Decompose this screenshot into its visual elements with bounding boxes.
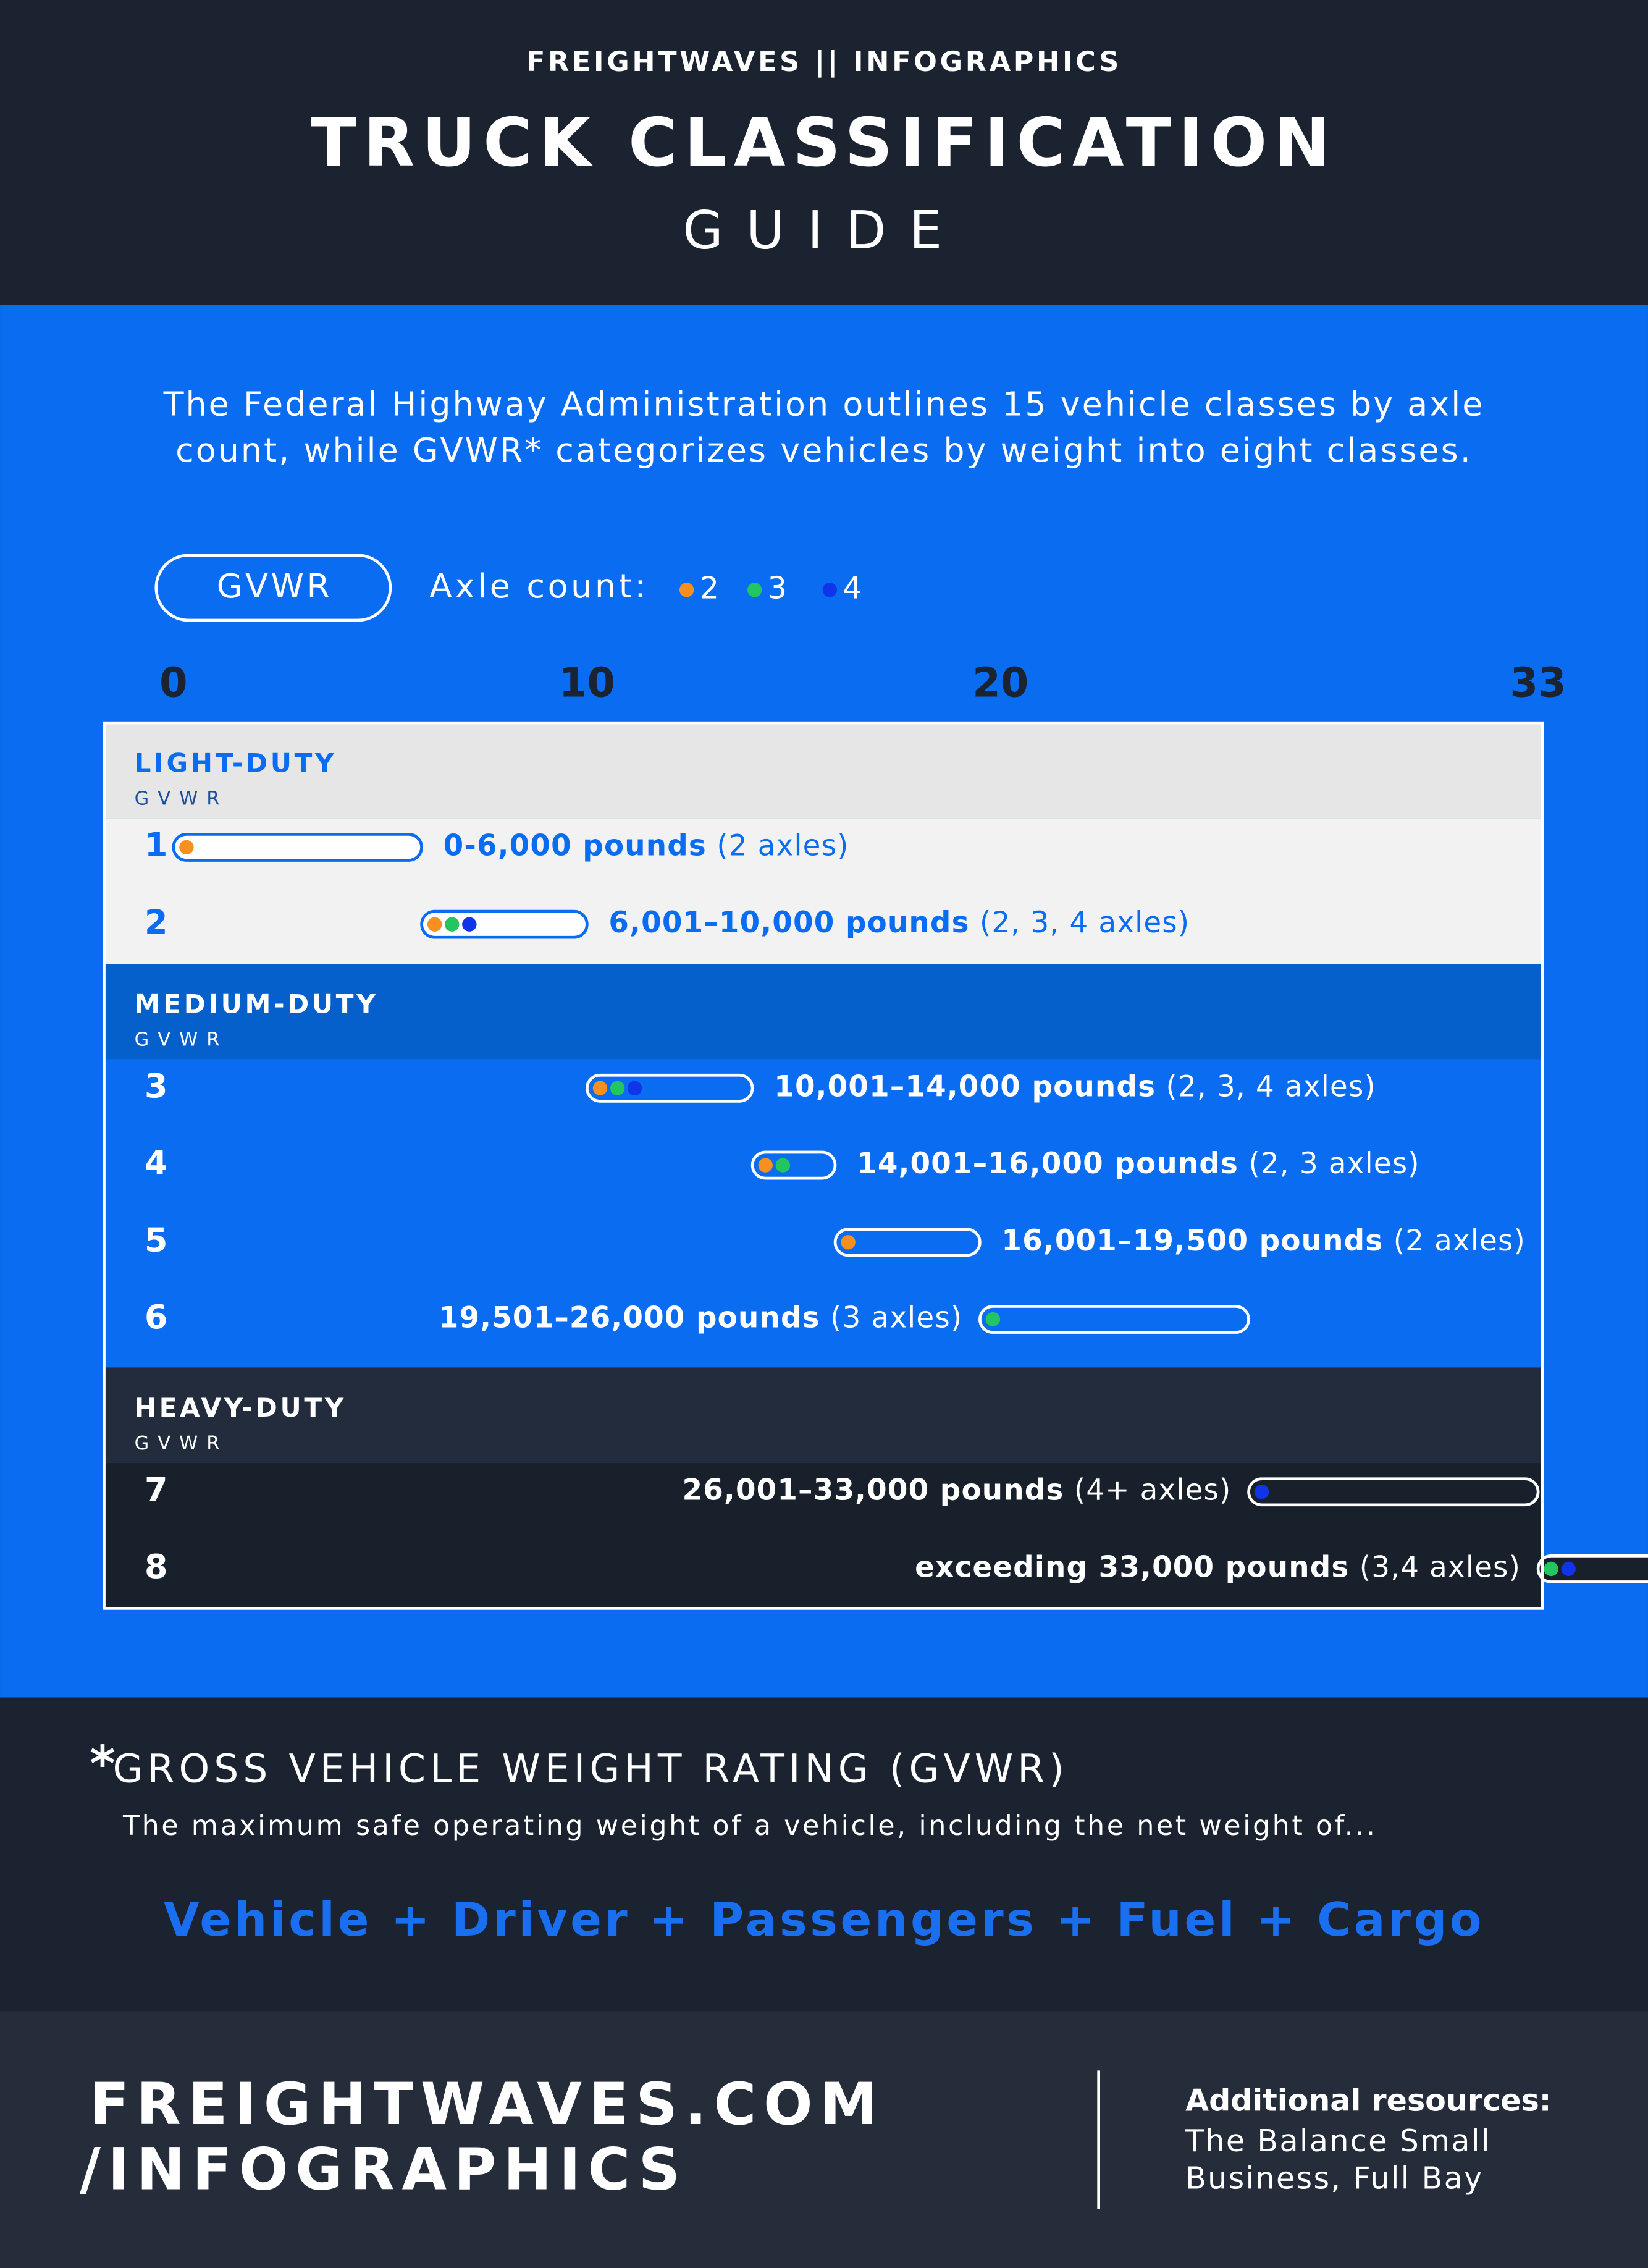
footer-bg [0,2011,1648,2268]
legend-dot [747,583,762,597]
range-value: exceeding 33,000 pounds [915,1551,1349,1584]
group-header [104,964,1543,1060]
range-axles: (2, 3 axles) [1248,1147,1419,1181]
chart-border [103,721,1544,1610]
badge-label: GVWR [217,567,333,605]
axle-dot [1254,1485,1269,1499]
footnote-title: GROSS VEHICLE WEIGHT RATING (GVWR) [113,1745,1069,1791]
axle-dot [1544,1561,1558,1577]
formula: Vehicle + Driver + Passengers + Fuel + C… [164,1892,1484,1947]
asterisk: * [90,1735,116,1792]
range-label: exceeding 33,000 pounds (3,4 axles) [915,1551,1521,1584]
range-label: 26,001–33,000 pounds (4+ axles) [683,1473,1232,1507]
legend-dot [822,583,838,597]
range-value: 10,001–14,000 pounds [774,1070,1156,1103]
subtitle: GUIDE [683,200,965,261]
range-axles: (4+ axles) [1074,1473,1232,1507]
range-axles: (3 axles) [830,1301,962,1334]
legend-label: 4 [843,570,862,605]
axle-dot [1561,1561,1576,1577]
axle-dot [462,917,477,932]
axle-dot [985,1312,1001,1327]
intro-line: count, while GVWR* categorizes vehicles … [175,431,1473,470]
range-label: 10,001–14,000 pounds (2, 3, 4 axles) [774,1070,1376,1103]
group-sub: GVWR [135,788,229,810]
axle-dot [841,1235,856,1250]
legend-label: 3 [768,570,787,605]
axle-dot [179,840,194,855]
x-tick-label: 10 [559,659,615,706]
group-header [104,1367,1543,1463]
resource: Business, Full Bay [1185,2161,1483,2196]
group-title: LIGHT-DUTY [135,748,337,778]
intro-line: The Federal Highway Administration outli… [163,384,1485,423]
class-number: 3 [145,1066,167,1105]
legend-dot [679,583,694,597]
range-bar [978,1305,1250,1334]
range-axles: (2, 3, 4 axles) [980,906,1190,940]
range-label: 19,501–26,000 pounds (3 axles) [439,1301,963,1334]
range-label: 6,001–10,000 pounds (2, 3, 4 axles) [608,906,1190,940]
group-sub: GVWR [135,1029,229,1051]
range-bar [420,909,589,939]
x-tick-label: 0 [159,659,188,706]
footnote-text: The maximum safe operating weight of a v… [122,1810,1377,1842]
header-bg [0,0,1648,305]
axle-dot [592,1081,608,1096]
range-bar [833,1228,982,1257]
range-bar [1247,1477,1540,1507]
range-axles: (3,4 axles) [1360,1551,1521,1584]
range-value: 16,001–19,500 pounds [1001,1224,1383,1257]
footnote-bg [0,1697,1648,2012]
range-value: 26,001–33,000 pounds [683,1473,1064,1507]
class-number: 4 [145,1144,167,1182]
axle-dot [758,1158,773,1173]
range-label: 0-6,000 pounds (2 axles) [444,829,849,862]
range-axles: (2, 3, 4 axles) [1166,1070,1376,1103]
range-label: 16,001–19,500 pounds (2 axles) [1001,1224,1526,1257]
group-sub: GVWR [135,1433,229,1454]
axle-dot [775,1158,791,1173]
group-body [104,1059,1543,1368]
badge [154,554,392,622]
site-line: FREIGHTWAVES.COM [90,2071,885,2138]
range-label: 14,001–16,000 pounds (2, 3 axles) [857,1147,1420,1181]
axle-dot [427,917,442,932]
range-value: 14,001–16,000 pounds [857,1147,1238,1181]
resources-title: Additional resources: [1185,2082,1551,2118]
class-number: 5 [145,1220,167,1259]
axle-dot [610,1081,625,1096]
class-number: 2 [145,903,167,942]
class-number: 7 [145,1470,167,1509]
x-tick-label: 20 [972,659,1028,706]
range-bar [172,833,423,862]
range-value: 6,001–10,000 pounds [608,906,969,940]
resource: The Balance Small [1185,2123,1491,2159]
axle-dot [445,917,460,932]
legend-title: Axle count: [429,567,649,605]
axle-dot [627,1081,642,1096]
range-value: 0-6,000 pounds [444,829,707,862]
class-number: 6 [145,1297,167,1336]
group-title: HEAVY-DUTY [135,1393,347,1423]
range-axles: (2 axles) [717,829,849,862]
range-axles: (2 axles) [1394,1224,1526,1257]
site-line: /INFOGRAPHICS [80,2136,687,2203]
legend-label: 2 [700,570,719,605]
range-bar [750,1150,837,1180]
x-tick-label: 33 [1510,659,1566,706]
group-header [104,723,1543,819]
class-number: 1 [145,825,167,864]
range-bar [586,1073,754,1103]
range-value: 19,501–26,000 pounds [439,1301,820,1334]
class-number: 8 [145,1547,167,1586]
brand: FREIGHTWAVES || INFOGRAPHICS [526,46,1122,78]
group-title: MEDIUM-DUTY [135,989,379,1019]
title: TRUCK CLASSIFICATION [311,104,1337,182]
